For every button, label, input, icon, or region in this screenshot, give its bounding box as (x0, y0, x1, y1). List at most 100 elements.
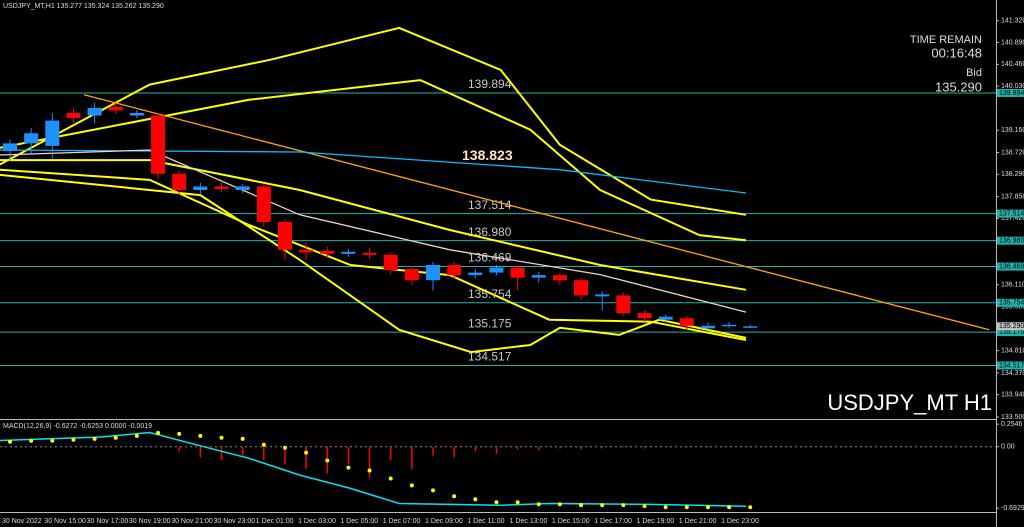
histogram-bar (516, 446, 519, 450)
cursor-price: 138.823 (462, 147, 513, 163)
x-tick-label: 1 Dec 03:00 (298, 518, 336, 525)
histogram-bar (664, 446, 667, 448)
y-tick-label: 135.680 (1001, 303, 1024, 310)
signal-dot (325, 458, 330, 463)
signal-dot (684, 505, 689, 510)
candle-body (510, 267, 525, 278)
y-tick-label: 0.2546 (1001, 421, 1023, 428)
y-tick-label: 138.720 (1001, 149, 1024, 156)
histogram-bar (601, 446, 603, 449)
signal-dot (367, 468, 372, 473)
y-tick-label: 139.160 (1001, 127, 1024, 134)
signal-dot (113, 435, 118, 440)
candle-body (595, 294, 610, 297)
signal-dot (198, 433, 203, 438)
symbol-header: USDJPY_MT,H1 135.277 135.324 135.262 135… (3, 3, 164, 10)
histogram-bar (686, 446, 688, 448)
signal-dot (642, 504, 647, 509)
indicator-line (0, 149, 747, 313)
signal-dot (557, 502, 562, 507)
y-tick-label: 137.850 (1001, 193, 1024, 200)
bid-tag (997, 322, 1024, 331)
candle-body (531, 275, 546, 278)
candle-body (722, 324, 737, 327)
bid-tag-label: 135.290 (999, 323, 1024, 330)
candle-body (637, 313, 652, 319)
signal-dot (473, 497, 478, 502)
y-tick-label: 136.110 (1001, 282, 1024, 289)
histogram-bar (263, 446, 265, 461)
level-label: 139.894 (468, 77, 512, 91)
level-tag (997, 89, 1024, 98)
timer-label: TIME REMAIN (910, 34, 982, 46)
indicator-line (0, 149, 747, 194)
histogram-bar (538, 446, 540, 451)
signal-dot (579, 503, 584, 508)
level-label: 137.514 (468, 198, 512, 212)
level-tag (997, 328, 1024, 337)
level-tag-label: 137.514 (999, 210, 1024, 217)
level-tag-label: 135.175 (999, 329, 1024, 336)
histogram-bar (220, 446, 223, 461)
signal-dot (727, 505, 732, 510)
histogram-bar (347, 446, 350, 465)
level-label: 134.517 (468, 350, 512, 364)
x-tick-label: 30 Nov 23:00 (214, 518, 256, 525)
candle-body (468, 272, 483, 276)
y-tick-label: 141.320 (1001, 18, 1024, 25)
level-label: 136.469 (468, 251, 512, 265)
histogram-bar (305, 446, 307, 469)
candle-body (299, 249, 314, 253)
candle-body (552, 275, 567, 281)
histogram-bar (389, 446, 392, 461)
bid-label: Bid (966, 67, 982, 79)
x-tick-label: 1 Dec 01:00 (256, 518, 294, 525)
indicator-line (0, 79, 747, 242)
overlay: USDJPY_MT,H1 135.277 135.324 135.262 135… (2, 3, 1024, 525)
candle-body (574, 280, 589, 296)
candle-body (320, 250, 335, 254)
signal-dot (134, 433, 139, 438)
signal-dot (304, 450, 309, 455)
histogram-bar (707, 446, 709, 448)
level-tag-label: 136.469 (999, 263, 1024, 270)
candle-body (256, 186, 271, 222)
signal-dot (71, 437, 76, 442)
y-tick-label: 140.460 (1001, 61, 1024, 68)
level-tag (997, 298, 1024, 307)
histogram-bar (580, 446, 582, 450)
signal-dot (494, 500, 499, 505)
candle-body (679, 318, 694, 326)
candle-body (214, 186, 229, 189)
y-tick-label: 0.00 (1001, 444, 1015, 451)
macd-line (0, 431, 747, 507)
y-tick-label: 134.810 (1001, 347, 1024, 354)
candle-body (658, 316, 673, 320)
signal-dot (219, 435, 224, 440)
signal-dot (452, 494, 457, 499)
y-tick-label: 133.940 (1001, 392, 1024, 399)
y-tick-label: 138.290 (1001, 171, 1024, 178)
x-tick-label: 30 Nov 17:00 (87, 518, 129, 525)
signal-dot (621, 503, 626, 508)
candle-body (193, 186, 208, 190)
signal-dot (240, 436, 245, 441)
signal-dot (8, 439, 12, 444)
x-tick-label: 30 Nov 21:00 (171, 518, 213, 525)
indicator-line (0, 26, 747, 216)
histogram-bar (559, 446, 561, 449)
indicator-line (0, 173, 747, 354)
signal-dot (92, 436, 97, 441)
signal-dot (515, 500, 520, 505)
level-tag (997, 262, 1024, 271)
y-tick-label: 134.370 (1001, 370, 1024, 377)
bid-price: 135.290 (935, 79, 982, 94)
timer: 00:16:48 (931, 45, 982, 60)
candle-body (341, 251, 356, 254)
indicator-line (0, 168, 747, 341)
candle-body (172, 173, 187, 190)
candle-body (616, 295, 631, 314)
x-tick-label: 1 Dec 17:00 (594, 518, 632, 525)
candle-body (404, 269, 419, 281)
y-tick-label: 137.420 (1001, 215, 1024, 222)
